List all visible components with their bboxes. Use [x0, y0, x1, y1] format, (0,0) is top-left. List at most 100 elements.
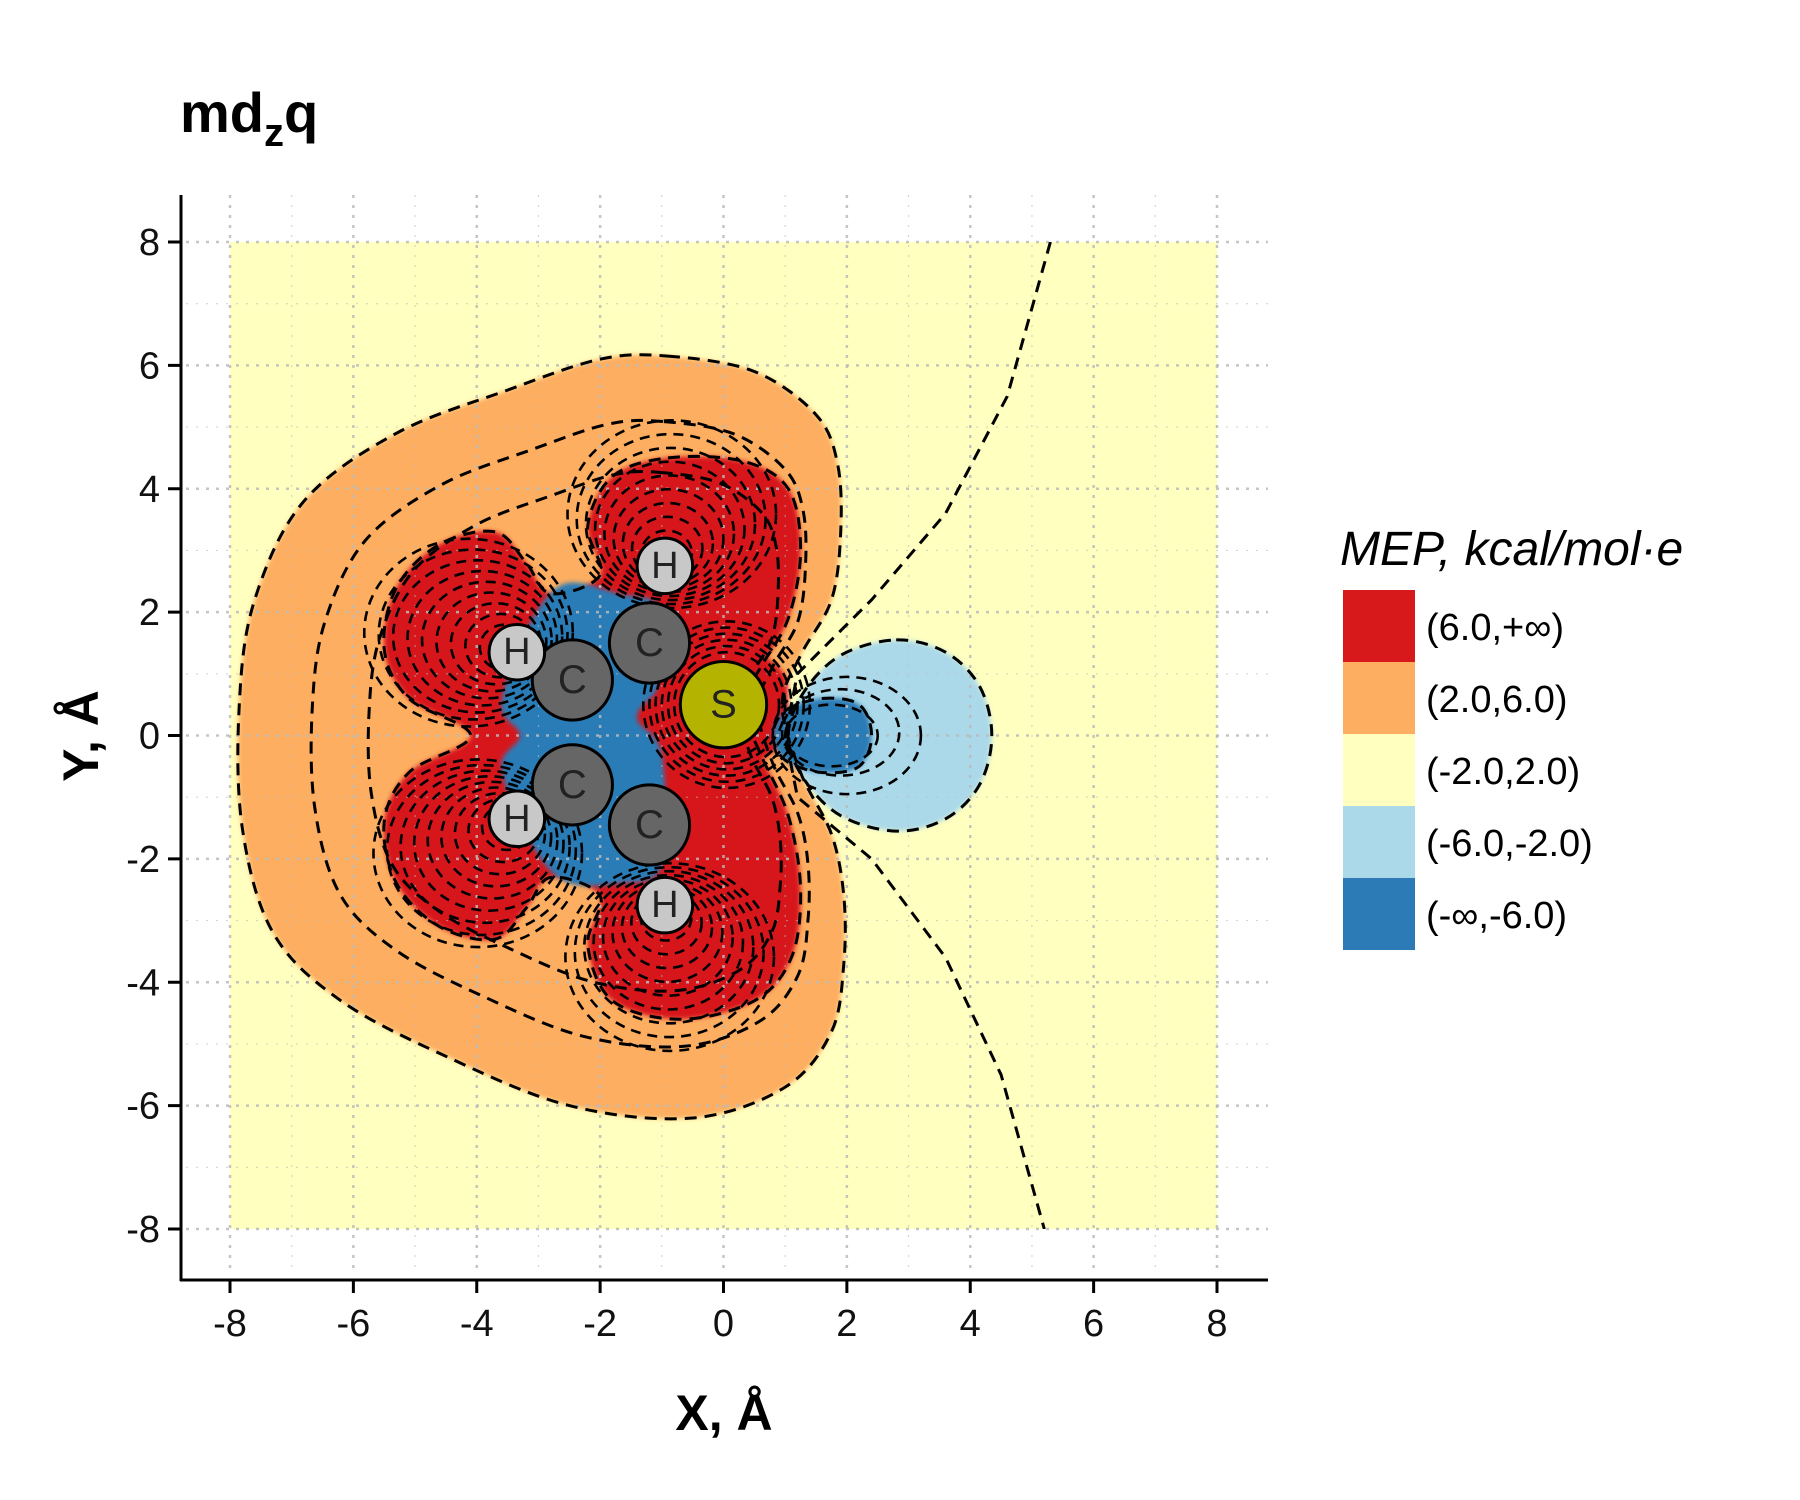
legend-swatch	[1343, 734, 1415, 806]
legend-label: (6.0,+∞)	[1426, 607, 1564, 649]
atom-label-c: C	[635, 803, 664, 847]
legend-swatch	[1343, 590, 1415, 662]
contour-line-h-lobe	[573, 865, 765, 1039]
contour-line-h-lobe	[399, 769, 571, 925]
legend-swatch	[1343, 878, 1415, 950]
y-tick-label: -4	[126, 962, 160, 1004]
contour-line-h-lobe	[420, 580, 553, 700]
contour-line-h-lobe	[584, 446, 757, 602]
atom-circle-h	[487, 789, 547, 849]
atom-c: C	[530, 638, 614, 722]
contour-line-h-lobe	[453, 791, 547, 876]
atom-label-s: S	[710, 683, 737, 727]
legend-label: (2.0,6.0)	[1426, 679, 1568, 721]
contour-line-s-atom	[648, 626, 806, 784]
contour-line-sigma-hole	[780, 687, 901, 777]
atom-circle-c	[607, 783, 692, 867]
atom-label-h: H	[503, 798, 530, 840]
x-axis-title: X, Å	[675, 1385, 772, 1441]
atom-circle-c	[607, 601, 692, 685]
contour-line-h-lobe	[612, 487, 725, 590]
x-tick-label: 4	[960, 1303, 981, 1345]
atom-label-c: C	[558, 658, 587, 702]
atom-circle-h	[487, 622, 547, 682]
atom-h: H	[635, 536, 695, 596]
x-tick-label: 8	[1206, 1303, 1227, 1345]
x-tick-label: -6	[336, 1303, 370, 1345]
atom-label-c: C	[558, 763, 587, 807]
contour-line-h-lobe	[385, 763, 578, 937]
y-tick-label: -8	[126, 1209, 160, 1251]
contour-line-s-atom	[672, 650, 781, 759]
legend-entries: (6.0,+∞) (2.0,6.0) (-2.0,2.0) (-6.0,-2.0) (-…	[1343, 590, 1593, 950]
contour-line-h-lobe	[603, 474, 736, 594]
contour-line-orange-inner-0	[309, 418, 811, 1049]
atom-label-c: C	[635, 621, 664, 665]
y-tick-label: 8	[139, 222, 160, 264]
y-axis-ticks: -8 -6 -4 -2 0 2 4 6 8	[126, 222, 181, 1251]
contour-line-s-atom	[641, 620, 812, 790]
contour-line-h-lobe	[592, 873, 745, 1011]
contour-line-h-lobe	[621, 501, 715, 586]
legend-label: (-6.0,-2.0)	[1426, 823, 1593, 865]
atom-label-h: H	[651, 884, 678, 926]
chart-title-main: md	[180, 81, 264, 144]
x-tick-label: -2	[583, 1303, 617, 1345]
x-tick-label: -8	[213, 1303, 247, 1345]
y-tick-label: -2	[126, 839, 160, 881]
contour-line-sigma-hole	[771, 675, 923, 796]
contour-line-h-lobe	[593, 460, 746, 598]
atom-circle-h	[635, 875, 695, 935]
atom-s: S	[678, 659, 769, 750]
atom-circle-h	[635, 536, 695, 596]
region-lightblue-lobe	[788, 639, 992, 832]
contour-line-h-lobe	[406, 569, 559, 707]
contour-line-h-lobe	[620, 885, 714, 970]
contour-line-h-lobe	[564, 861, 776, 1053]
contour-line-h-lobe	[440, 786, 553, 888]
legend-label: (-2.0,2.0)	[1426, 751, 1580, 793]
y-tick-label: 4	[139, 469, 160, 511]
atom-circle-s	[678, 659, 769, 750]
contour-line-zero-level	[783, 242, 1052, 1229]
atom-c: C	[607, 783, 692, 867]
contour-line-h-lobe	[412, 774, 565, 912]
contour-line-sigma-hole	[783, 703, 880, 768]
x-tick-label: 6	[1083, 1303, 1104, 1345]
chart-title: mdzq	[180, 81, 318, 155]
x-axis-ticks: -8 -6 -4 -2 0 2 4 6 8	[213, 1280, 1228, 1345]
contour-line-h-lobe	[582, 869, 755, 1025]
atom-c: C	[607, 601, 692, 685]
legend-swatch	[1343, 662, 1415, 734]
legend-title: MEP, kcal/mol·e	[1340, 523, 1683, 576]
contour-line-h-lobe	[426, 780, 559, 900]
contour-line-orange-inner-1	[366, 470, 783, 993]
contour-line-orange	[236, 353, 847, 1121]
contour-line-h-lobe	[377, 548, 569, 721]
atom-circle-c	[530, 638, 614, 722]
contour-line-h-lobe	[435, 591, 548, 693]
x-tick-label: 2	[836, 1303, 857, 1345]
chart-title-subscript: z	[264, 111, 284, 155]
y-tick-label: 0	[139, 716, 160, 758]
y-tick-label: -6	[126, 1086, 160, 1128]
y-axis-title: Y, Å	[53, 690, 109, 782]
atom-circle-c	[530, 743, 614, 827]
legend: MEP, kcal/mol·e (6.0,+∞) (2.0,6.0) (-2.0,2…	[1340, 523, 1683, 950]
atom-label-h: H	[651, 545, 678, 587]
contour-line-h-lobe	[372, 758, 584, 949]
contour-line-h-lobe	[575, 432, 767, 606]
y-tick-label: 6	[139, 345, 160, 387]
legend-swatch	[1343, 806, 1415, 878]
contour-line-blue_lobe	[771, 696, 874, 775]
atom-h: H	[487, 622, 547, 682]
contour-line-lightblue_lobe	[786, 638, 994, 833]
contour-line-h-lobe	[362, 537, 575, 728]
atom-h: H	[635, 875, 695, 935]
x-tick-label: 0	[713, 1303, 734, 1345]
atom-h: H	[487, 789, 547, 849]
chart-title-suffix: q	[284, 81, 318, 144]
atom-label-h: H	[503, 631, 530, 673]
